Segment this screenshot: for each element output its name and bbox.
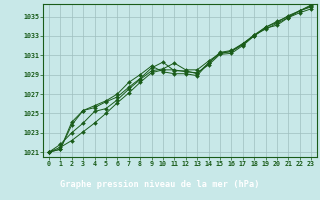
Text: Graphe pression niveau de la mer (hPa): Graphe pression niveau de la mer (hPa) [60, 180, 260, 189]
